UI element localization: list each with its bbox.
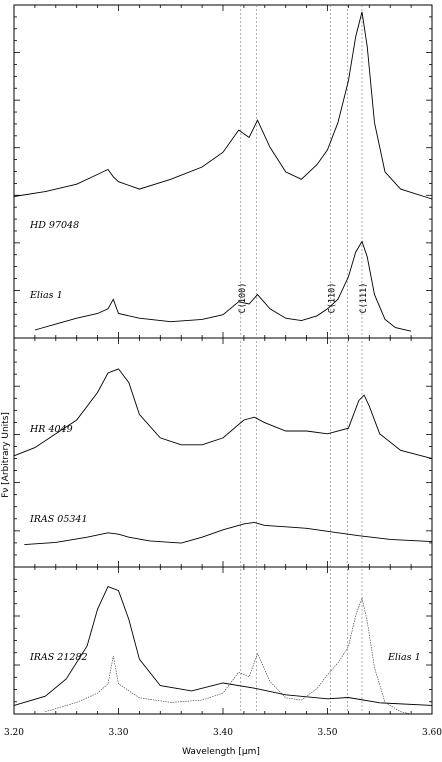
text-labels: 3.20 3.30 3.40 3.50 3.60 C(100) C(110) C(111) HD… xyxy=(4,220,442,738)
x-tick-label: 3.50 xyxy=(317,728,337,738)
series-line xyxy=(13,586,433,706)
x-tick-label: 3.30 xyxy=(108,728,128,738)
spectra-series xyxy=(13,11,433,715)
series-line xyxy=(34,240,412,332)
panel-3-frame xyxy=(13,566,433,715)
reference-lines xyxy=(240,5,363,714)
panel-1-frame xyxy=(13,4,433,339)
series-label: HR 4049 xyxy=(29,424,73,435)
panel-frames xyxy=(13,4,433,715)
series-label: IRAS 05341 xyxy=(29,514,88,525)
reference-line-label: C(111) xyxy=(359,283,369,314)
series-line xyxy=(24,521,433,546)
x-tick-label: 3.60 xyxy=(422,728,442,738)
series-label: HD 97048 xyxy=(29,220,79,231)
series-label: Elias 1 xyxy=(387,652,421,663)
series-line xyxy=(13,11,433,200)
x-axis-label: Wavelength [μm] xyxy=(182,747,260,757)
series-line xyxy=(13,368,433,460)
series-line xyxy=(45,596,412,715)
axis-ticks xyxy=(13,5,433,714)
y-axis-label: Fν [Arbitrary Units] xyxy=(1,412,11,498)
x-tick-label: 3.40 xyxy=(213,728,233,738)
reference-line-label: C(100) xyxy=(238,283,248,314)
reference-line-label: C(110) xyxy=(328,283,338,314)
series-label: IRAS 21282 xyxy=(29,652,88,663)
series-label: Elias 1 xyxy=(29,290,63,301)
x-tick-label: 3.20 xyxy=(4,728,24,738)
panel-2-frame xyxy=(13,337,433,568)
